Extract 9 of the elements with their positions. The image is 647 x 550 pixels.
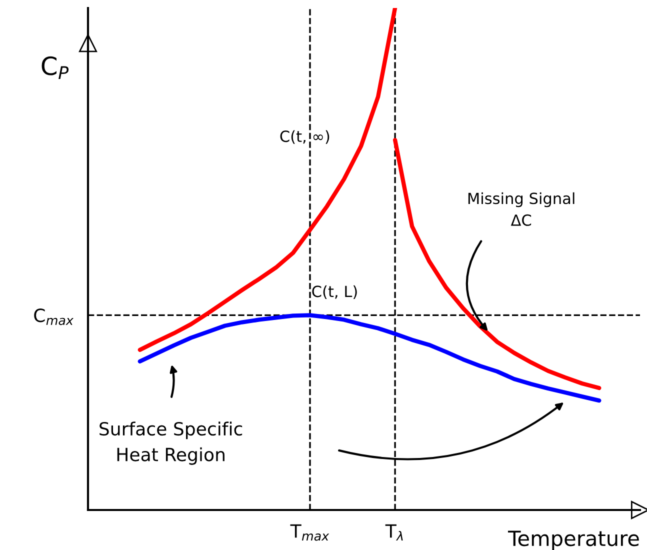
x-tick-label: T$_{λ}$	[385, 524, 403, 541]
x-tick-label: T$_{max}$	[290, 524, 330, 541]
ref-line-label: C$_{max}$	[34, 308, 74, 326]
annotation: Missing Signal ΔC	[468, 192, 574, 226]
annotation: Surface Specific Heat Region	[100, 422, 242, 465]
x-axis-title: Temperature	[508, 530, 639, 550]
y-axis-title: C$_{P}$	[42, 56, 69, 80]
annotation: C(t, ∞)	[280, 130, 330, 144]
annotation: C(t, L)	[312, 285, 357, 299]
